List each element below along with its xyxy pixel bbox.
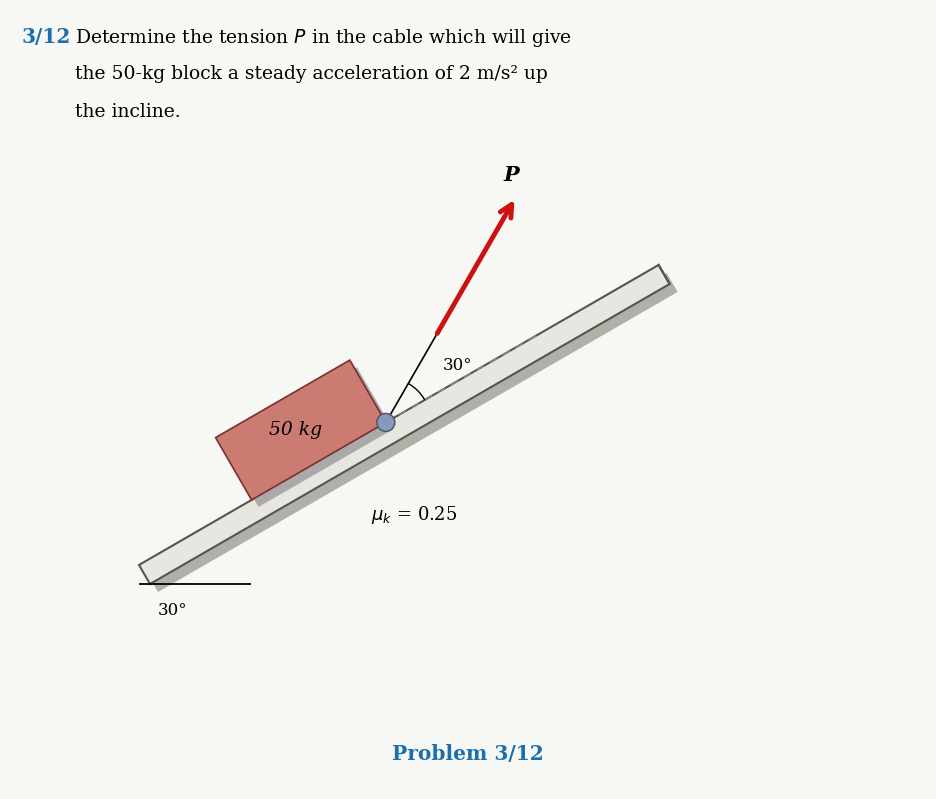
Text: Determine the tension $P$ in the cable which will give: Determine the tension $P$ in the cable w… bbox=[75, 27, 572, 49]
Text: the incline.: the incline. bbox=[75, 103, 181, 121]
Text: 3/12: 3/12 bbox=[22, 27, 71, 47]
Text: P: P bbox=[504, 165, 519, 185]
Polygon shape bbox=[147, 273, 678, 592]
Circle shape bbox=[377, 413, 395, 431]
Polygon shape bbox=[215, 360, 386, 500]
Text: 30°: 30° bbox=[158, 602, 187, 619]
Text: 30°: 30° bbox=[443, 357, 472, 374]
Text: Problem 3/12: Problem 3/12 bbox=[392, 744, 544, 764]
Polygon shape bbox=[139, 265, 669, 584]
Polygon shape bbox=[223, 367, 393, 507]
Text: 50 kg: 50 kg bbox=[270, 421, 322, 439]
Text: $\mu_k$ = 0.25: $\mu_k$ = 0.25 bbox=[371, 504, 457, 526]
Text: the 50-kg block a steady acceleration of 2 m/s² up: the 50-kg block a steady acceleration of… bbox=[75, 65, 548, 83]
